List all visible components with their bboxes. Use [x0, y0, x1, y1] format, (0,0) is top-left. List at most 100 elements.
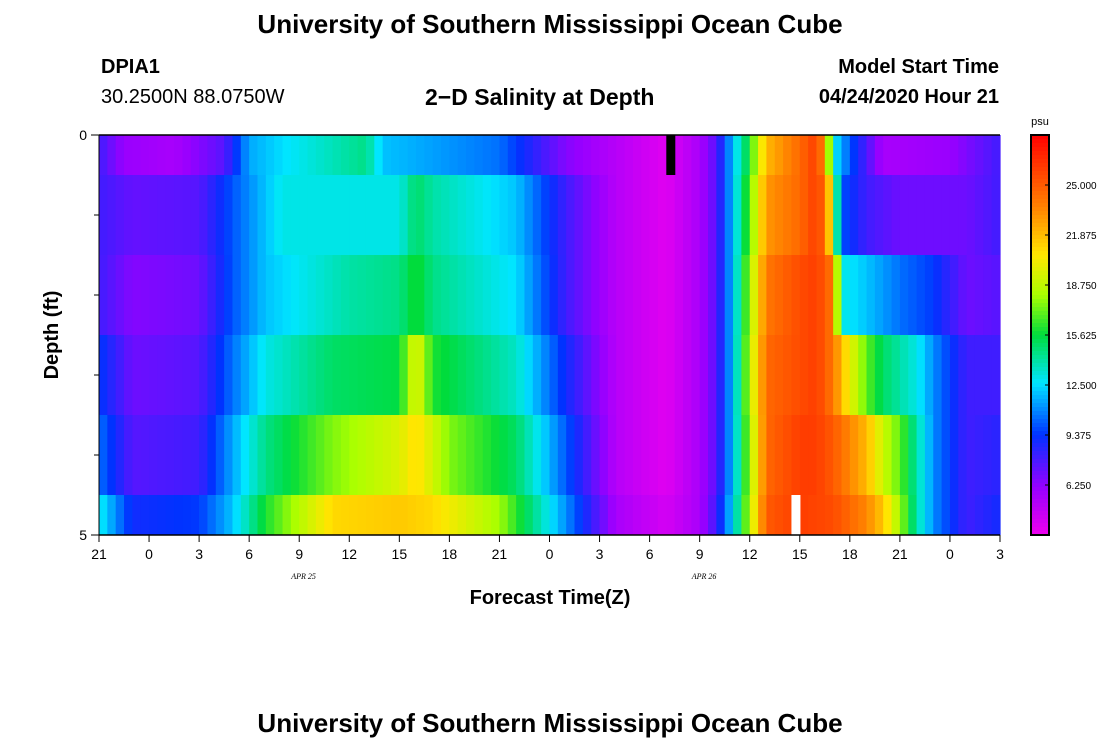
heatmap-cell — [416, 335, 425, 415]
colorbar-segment — [1031, 339, 1049, 344]
colorbar-segment — [1031, 455, 1049, 460]
heatmap-cell — [766, 255, 776, 335]
heatmap-cell — [365, 495, 375, 535]
x-tick-label: 0 — [546, 546, 554, 562]
heatmap-cell — [874, 415, 884, 495]
heatmap-cell — [849, 415, 859, 495]
heatmap-cell — [149, 175, 158, 255]
colorbar-segment — [1031, 351, 1049, 356]
heatmap-cell — [624, 495, 634, 535]
heatmap-cell — [165, 335, 175, 415]
colorbar-segment — [1031, 487, 1049, 492]
x-axis-title: Forecast Time(Z) — [470, 587, 631, 609]
heatmap-cell — [416, 135, 425, 175]
heatmap-cell — [357, 175, 367, 255]
heatmap-cell — [983, 335, 993, 415]
heatmap-cell — [733, 175, 742, 255]
heatmap-cell — [924, 335, 934, 415]
page-title: University of Southern Mississippi Ocean… — [257, 9, 843, 39]
heatmap-cell — [240, 495, 250, 535]
heatmap-cell — [365, 255, 375, 335]
heatmap-cell — [524, 415, 534, 495]
heatmap-cell — [441, 335, 450, 415]
colorbar-segment — [1031, 379, 1049, 384]
y-axis-title: Depth (ft) — [41, 291, 63, 380]
heatmap-cell — [457, 175, 467, 255]
chart-subtitle: 2−D Salinity at Depth — [425, 84, 655, 110]
heatmap-cell — [124, 135, 133, 175]
colorbar-segment — [1031, 267, 1049, 272]
heatmap-cell — [891, 415, 901, 495]
heatmap-cell — [749, 495, 759, 535]
heatmap-cell — [841, 175, 851, 255]
colorbar-tick-label: 21.875 — [1066, 231, 1097, 242]
heatmap-cell — [607, 255, 617, 335]
heatmap-cell — [332, 135, 342, 175]
heatmap-cell — [691, 335, 701, 415]
heatmap-cell — [549, 335, 559, 415]
heatmap-cell — [182, 175, 192, 255]
colorbar-segment — [1031, 335, 1049, 340]
heatmap-cell — [624, 175, 634, 255]
colorbar-segment — [1031, 159, 1049, 164]
heatmap-cell — [224, 335, 234, 415]
heatmap-cell — [724, 335, 734, 415]
colorbar-segment — [1031, 247, 1049, 252]
x-date-label: APR 26 — [691, 572, 717, 581]
heatmap-cell — [557, 135, 567, 175]
colorbar-segment — [1031, 383, 1049, 388]
heatmap-cell — [724, 495, 734, 535]
heatmap-cell — [983, 415, 993, 495]
heatmap-cell — [215, 135, 225, 175]
colorbar-tick-label: 9.375 — [1066, 431, 1091, 442]
heatmap-cell — [307, 495, 317, 535]
heatmap-cell — [182, 495, 192, 535]
colorbar-segment — [1031, 255, 1049, 260]
heatmap-cell — [249, 495, 259, 535]
heatmap-cell — [365, 335, 375, 415]
heatmap-cell — [541, 415, 551, 495]
colorbar-segment — [1031, 263, 1049, 268]
colorbar-segment — [1031, 319, 1049, 324]
colorbar-segment — [1031, 371, 1049, 376]
colorbar-segment — [1031, 403, 1049, 408]
heatmap-cell — [816, 415, 826, 495]
colorbar-segment — [1031, 355, 1049, 360]
heatmap-cell — [657, 255, 667, 335]
colorbar-tick-label: 15.625 — [1066, 331, 1097, 342]
heatmap-cell — [315, 175, 325, 255]
colorbar-segment — [1031, 527, 1049, 532]
heatmap-cell — [666, 495, 676, 535]
heatmap-cell — [165, 495, 175, 535]
heatmap-cell — [257, 175, 267, 255]
heatmap-cell — [324, 335, 334, 415]
heatmap-cell — [407, 335, 417, 415]
heatmap-cell — [174, 415, 184, 495]
heatmap-cell — [182, 255, 192, 335]
heatmap-cell — [274, 335, 284, 415]
heatmap-cell — [516, 255, 526, 335]
heatmap-cell — [491, 135, 501, 175]
heatmap-cell — [549, 415, 559, 495]
heatmap-cell — [841, 495, 851, 535]
heatmap-cell — [507, 135, 517, 175]
heatmap-cell — [474, 175, 484, 255]
heatmap-cell — [441, 255, 450, 335]
colorbar-segment — [1031, 343, 1049, 348]
heatmap-cell — [624, 415, 634, 495]
heatmap-cell — [390, 175, 400, 255]
heatmap-cell — [741, 415, 751, 495]
heatmap-cell — [240, 255, 250, 335]
heatmap-cell — [107, 175, 117, 255]
heatmap-cell — [232, 335, 242, 415]
heatmap-cell — [883, 255, 893, 335]
heatmap-cell — [858, 335, 868, 415]
heatmap-cell — [891, 335, 901, 415]
heatmap-cell — [666, 255, 676, 335]
colorbar-segment — [1031, 395, 1049, 400]
heatmap-cell — [582, 335, 592, 415]
heatmap-cell — [466, 135, 476, 175]
heatmap-cell — [741, 135, 751, 175]
heatmap-cell — [140, 255, 150, 335]
heatmap-cell — [382, 255, 392, 335]
